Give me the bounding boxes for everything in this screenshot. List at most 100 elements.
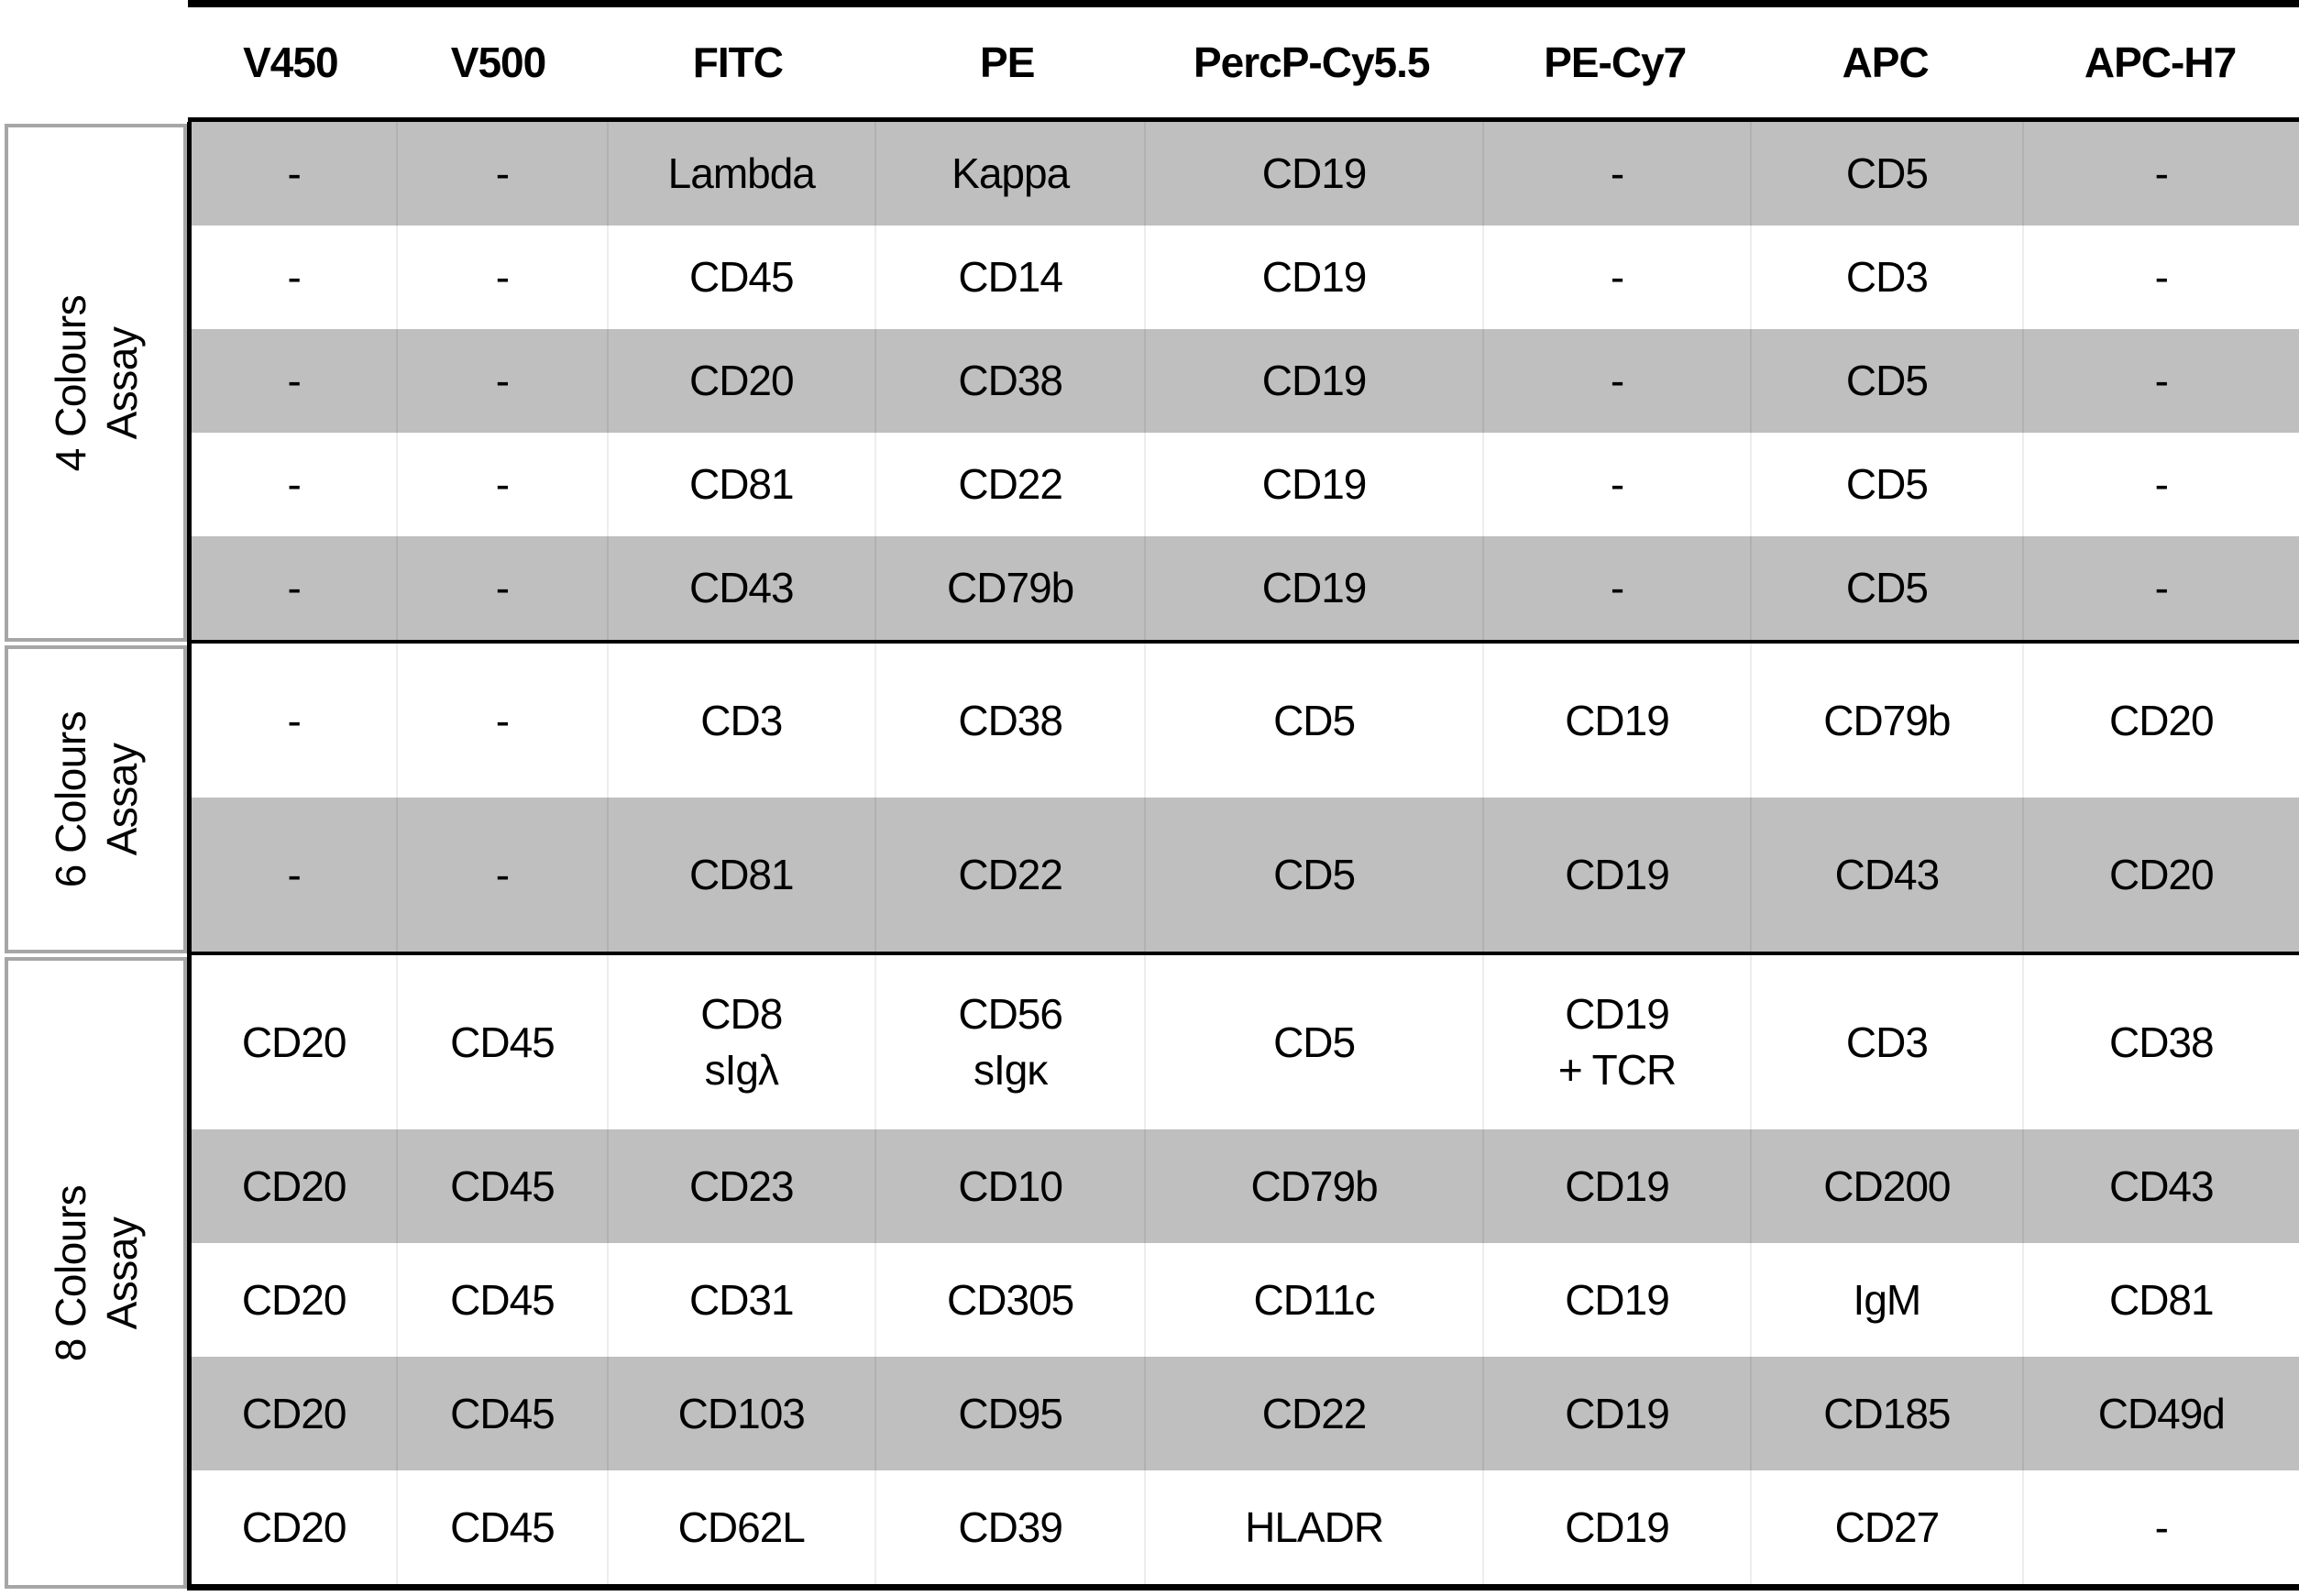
- table-cell: CD38: [2021, 955, 2299, 1129]
- table-cell: CD38: [874, 329, 1144, 433]
- assay-section: 6 Colours Assay - - CD3 CD38 CD5 CD19 CD79b CD20…: [0, 644, 2299, 955]
- table-cell: CD3: [606, 644, 874, 798]
- table-cell: CD19: [1481, 644, 1750, 798]
- table-cell: CD20: [241, 1389, 347, 1437]
- table-cell: -: [396, 122, 606, 226]
- column-header: V500: [450, 39, 546, 86]
- table-cell: -: [2021, 536, 2299, 640]
- table-cell: CD22: [874, 798, 1144, 952]
- table-cell: CD5: [1750, 122, 2021, 226]
- table-cell: -: [396, 644, 606, 798]
- table-cell: CD3: [1750, 226, 2021, 329]
- table-cell: -: [287, 149, 301, 198]
- section-rows: - - CD3 CD38 CD5 CD19 CD79b CD20- - CD81 CD22 CD5 CD…: [187, 644, 2299, 955]
- table-cell: CD20: [241, 1275, 347, 1324]
- table-cell: CD5: [1144, 644, 1481, 798]
- table-cell: CD45: [396, 1243, 606, 1357]
- table-cell: -: [2021, 1470, 2299, 1584]
- group-label-box: 6 Colours Assay: [5, 645, 187, 953]
- table-cell: CD19: [1144, 226, 1481, 329]
- table-cell: CD19: [1144, 433, 1481, 536]
- table-cell: -: [396, 433, 606, 536]
- group-label: 4 Colours Assay: [46, 294, 146, 471]
- table-row: - - Lambda Kappa CD19- CD5-: [192, 122, 2299, 226]
- column-header: PercP-Cy5.5: [1193, 39, 1431, 86]
- table-row: CD20 CD45 CD8 sIgλ CD56 sIgκ CD5 CD19 + TCR CD…: [192, 955, 2299, 1129]
- table-cell: CD200: [1750, 1129, 2021, 1243]
- table-cell: -: [287, 696, 301, 744]
- table-cell: CD19: [1481, 1243, 1750, 1357]
- table-cell: CD22: [874, 433, 1144, 536]
- table-cell: -: [1481, 536, 1750, 640]
- table-cell: CD45: [606, 226, 874, 329]
- table-cell: -: [396, 329, 606, 433]
- table-cell: -: [396, 226, 606, 329]
- section-rows: CD20 CD45 CD8 sIgλ CD56 sIgκ CD5 CD19 + TCR CD…: [187, 955, 2299, 1590]
- table-cell: CD5: [1750, 536, 2021, 640]
- group-label-box: 4 Colours Assay: [5, 124, 187, 642]
- table-cell: CD95: [874, 1357, 1144, 1470]
- table-row: CD20 CD45 CD23 CD10 CD79b CD19 CD200 CD43: [192, 1129, 2299, 1243]
- table-cell: CD5: [1144, 955, 1481, 1129]
- table-cell: CD81: [606, 433, 874, 536]
- table-cell: -: [1481, 329, 1750, 433]
- table-cell: -: [287, 850, 301, 898]
- table-cell: CD81: [606, 798, 874, 952]
- table-cell: CD19: [1144, 536, 1481, 640]
- table-cell: -: [287, 253, 301, 302]
- table-cell: -: [1481, 122, 1750, 226]
- table-row: - - CD81 CD22 CD5 CD19 CD43 CD20: [192, 798, 2299, 952]
- table-cell: CD79b: [874, 536, 1144, 640]
- table-cell: CD19: [1481, 1129, 1750, 1243]
- table-cell: -: [1481, 226, 1750, 329]
- group-label: 8 Colours Assay: [46, 1184, 146, 1361]
- table-cell: CD19: [1481, 1357, 1750, 1470]
- table-cell: CD19: [1481, 798, 1750, 952]
- assay-sections: 4 Colours Assay - - Lambda Kappa CD19- CD5- - - C…: [0, 122, 2299, 1590]
- table-cell: CD20: [606, 329, 874, 433]
- table-cell: CD22: [1144, 1357, 1481, 1470]
- table-row: - - CD45 CD14 CD19- CD3-: [192, 226, 2299, 329]
- table-cell: CD49d: [2021, 1357, 2299, 1470]
- table-cell: -: [287, 460, 301, 509]
- table-cell: CD19: [1144, 329, 1481, 433]
- table-cell: CD56 sIgκ: [874, 955, 1144, 1129]
- column-header: APC-H7: [2084, 39, 2237, 86]
- table-row: CD20 CD45 CD103 CD95 CD22 CD19 CD185 CD49d: [192, 1357, 2299, 1470]
- table-cell: Lambda: [606, 122, 874, 226]
- table-row: - - CD20 CD38 CD19- CD5-: [192, 329, 2299, 433]
- assay-section: 4 Colours Assay - - Lambda Kappa CD19- CD5- - - C…: [0, 122, 2299, 644]
- table-cell: CD62L: [606, 1470, 874, 1584]
- table-cell: -: [2021, 122, 2299, 226]
- table-cell: CD79b: [1750, 644, 2021, 798]
- table-cell: CD23: [606, 1129, 874, 1243]
- table-cell: CD45: [396, 1357, 606, 1470]
- table-cell: Kappa: [874, 122, 1144, 226]
- table-cell: IgM: [1750, 1243, 2021, 1357]
- column-header: PE: [980, 39, 1035, 86]
- table-cell: CD38: [874, 644, 1144, 798]
- table-cell: CD185: [1750, 1357, 2021, 1470]
- column-header: APC: [1842, 39, 1930, 86]
- table-cell: CD20: [241, 1018, 347, 1066]
- column-header: V450: [243, 39, 338, 86]
- table-cell: -: [396, 798, 606, 952]
- table-cell: -: [396, 536, 606, 640]
- table-cell: CD19: [1481, 1470, 1750, 1584]
- table-cell: -: [2021, 433, 2299, 536]
- table-cell: CD20: [241, 1161, 347, 1210]
- header-row: V450 V500 FITC PE PercP-Cy5.5 PE-Cy7 APC APC-H7: [188, 0, 2299, 122]
- table-cell: CD43: [2021, 1129, 2299, 1243]
- table-cell: CD20: [2021, 798, 2299, 952]
- table-cell: CD27: [1750, 1470, 2021, 1584]
- table-cell: -: [287, 564, 301, 612]
- table-cell: -: [1481, 433, 1750, 536]
- table-cell: CD11c: [1144, 1243, 1481, 1357]
- table-cell: CD45: [396, 1470, 606, 1584]
- table-cell: CD19: [1144, 122, 1481, 226]
- table-cell: CD305: [874, 1243, 1144, 1357]
- table-cell: -: [287, 357, 301, 405]
- table-cell: CD79b: [1144, 1129, 1481, 1243]
- table-row: - - CD81 CD22 CD19- CD5-: [192, 433, 2299, 536]
